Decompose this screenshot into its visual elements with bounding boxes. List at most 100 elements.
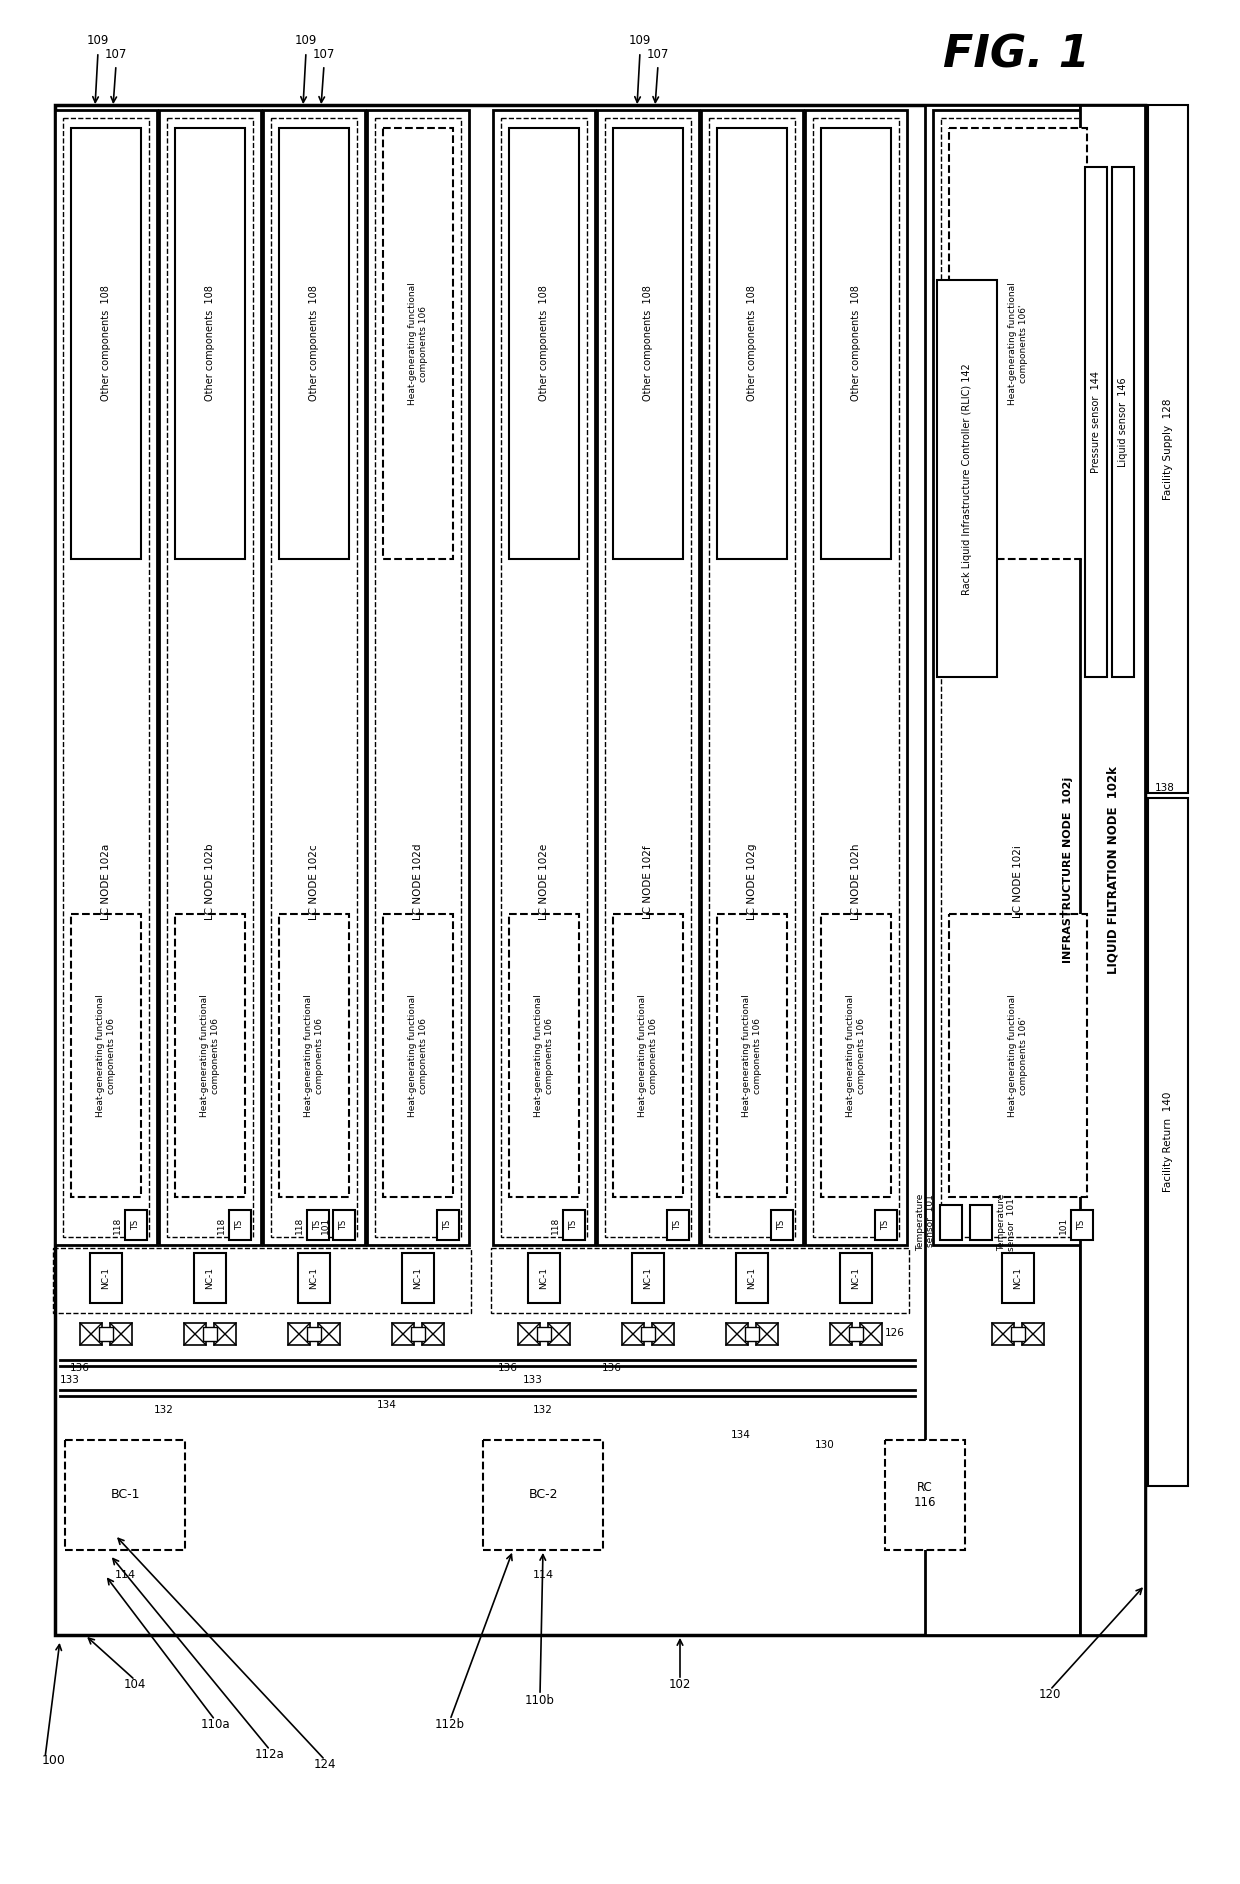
Bar	[55, 109, 157, 1245]
Text: 126: 126	[885, 1328, 905, 1338]
Bar	[508, 128, 579, 560]
Bar	[494, 109, 595, 1245]
Text: 120: 120	[1039, 1688, 1061, 1701]
Bar	[491, 1247, 909, 1313]
Text: NC-1: NC-1	[644, 1268, 652, 1289]
Bar	[613, 914, 683, 1196]
Text: TS: TS	[314, 1219, 322, 1230]
Bar	[81, 1323, 102, 1345]
Bar	[1071, 1210, 1092, 1240]
Text: 118: 118	[295, 1217, 304, 1234]
Bar	[622, 1323, 644, 1345]
Bar	[717, 914, 787, 1196]
Bar	[175, 128, 246, 560]
Text: Pressure sensor  144: Pressure sensor 144	[1091, 371, 1101, 473]
Text: RC
116: RC 116	[914, 1481, 936, 1509]
Bar	[992, 1323, 1014, 1345]
Text: LC NODE 102a: LC NODE 102a	[100, 844, 112, 919]
Bar	[99, 1326, 113, 1341]
Text: 101: 101	[1059, 1217, 1068, 1234]
Text: TS: TS	[1078, 1219, 1086, 1230]
Text: Temperature
sensor  101: Temperature sensor 101	[997, 1194, 1017, 1251]
Text: NC-1: NC-1	[310, 1268, 319, 1289]
Bar	[422, 1323, 444, 1345]
Text: LC NODE 102f: LC NODE 102f	[644, 846, 653, 919]
Text: 107: 107	[312, 49, 335, 62]
Bar	[1011, 1326, 1025, 1341]
Bar	[288, 1323, 310, 1345]
Bar	[756, 1323, 777, 1345]
Text: TS: TS	[444, 1219, 453, 1230]
Text: BC-1: BC-1	[110, 1488, 140, 1502]
Bar	[949, 128, 1087, 560]
Bar	[263, 109, 365, 1245]
Bar	[717, 128, 787, 560]
Text: Rack Liquid Infrastructure Controller (RLIC) 142: Rack Liquid Infrastructure Controller (R…	[962, 364, 972, 595]
Text: Liquid sensor  146: Liquid sensor 146	[1118, 377, 1128, 467]
Bar	[110, 1323, 131, 1345]
Text: NC-1: NC-1	[748, 1268, 756, 1289]
Bar	[949, 914, 1087, 1196]
Bar	[1112, 168, 1135, 676]
Bar	[501, 119, 587, 1238]
Bar	[436, 1210, 459, 1240]
Text: Heat-generating functional
components 106': Heat-generating functional components 10…	[1008, 995, 1028, 1117]
Bar	[861, 1323, 882, 1345]
Bar	[875, 1210, 897, 1240]
Text: 100: 100	[42, 1754, 66, 1767]
Bar	[932, 109, 1104, 1245]
Bar	[821, 128, 892, 560]
Bar	[537, 1326, 551, 1341]
Text: NC-1: NC-1	[1013, 1268, 1023, 1289]
Bar	[563, 1210, 585, 1240]
Bar	[308, 1210, 329, 1240]
Text: 109: 109	[629, 34, 651, 47]
Text: LC NODE 102b: LC NODE 102b	[205, 844, 215, 919]
Text: Other components  108: Other components 108	[100, 286, 112, 401]
Text: 109: 109	[295, 34, 317, 47]
Bar	[1148, 799, 1188, 1486]
Text: Other components  108: Other components 108	[746, 286, 756, 401]
Text: TS: TS	[340, 1219, 348, 1230]
Bar	[1080, 106, 1145, 1635]
Bar	[940, 1206, 962, 1240]
Bar	[175, 914, 246, 1196]
Text: Heat-generating functional
components 106': Heat-generating functional components 10…	[1008, 283, 1028, 405]
Text: TS: TS	[569, 1219, 579, 1230]
Text: 101: 101	[321, 1217, 330, 1234]
Bar	[970, 1206, 992, 1240]
Bar	[1002, 1253, 1034, 1304]
Bar	[334, 1210, 355, 1240]
Text: 124: 124	[314, 1758, 336, 1771]
Text: 110a: 110a	[200, 1718, 229, 1731]
Text: NC-1: NC-1	[206, 1268, 215, 1289]
Bar	[402, 1253, 434, 1304]
Text: 136: 136	[498, 1362, 518, 1373]
Text: TS: TS	[777, 1219, 786, 1230]
Text: Facility Return  140: Facility Return 140	[1163, 1093, 1173, 1193]
Text: 138: 138	[1156, 784, 1176, 793]
Bar	[392, 1323, 414, 1345]
Bar	[632, 1253, 663, 1304]
Bar	[548, 1323, 570, 1345]
Bar	[641, 1326, 655, 1341]
Text: Heat-generating functional
components 106: Heat-generating functional components 10…	[408, 995, 428, 1117]
Text: Other components  108: Other components 108	[205, 286, 215, 401]
Text: 118: 118	[551, 1217, 560, 1234]
Bar	[805, 109, 906, 1245]
Text: LC NODE 102c: LC NODE 102c	[309, 844, 319, 919]
Text: LC NODE 102h: LC NODE 102h	[851, 844, 861, 919]
Bar	[701, 109, 804, 1245]
Bar	[374, 119, 461, 1238]
Bar	[203, 1326, 217, 1341]
Bar	[1022, 1323, 1044, 1345]
Bar	[71, 914, 141, 1196]
Text: 134: 134	[732, 1430, 751, 1439]
Bar	[885, 1439, 965, 1551]
Bar	[613, 128, 683, 560]
Bar	[71, 128, 141, 560]
Text: LC NODE 102e: LC NODE 102e	[539, 844, 549, 919]
Bar	[839, 1253, 872, 1304]
Bar	[308, 1326, 321, 1341]
Bar	[484, 1439, 603, 1551]
